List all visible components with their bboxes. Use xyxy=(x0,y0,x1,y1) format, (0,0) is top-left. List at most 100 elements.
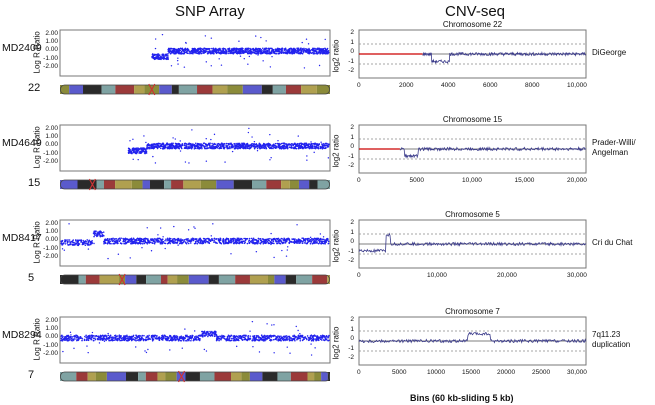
snp-point xyxy=(119,339,121,342)
snp-point xyxy=(274,239,277,241)
snp-point xyxy=(209,47,211,50)
snp-point xyxy=(113,339,116,341)
snp-point xyxy=(316,237,319,240)
snp-point xyxy=(85,339,88,342)
snp-point xyxy=(154,334,157,337)
snp-point xyxy=(192,47,195,50)
snp-point xyxy=(299,146,302,148)
snp-point xyxy=(318,240,321,243)
snp-point xyxy=(322,144,325,147)
snp-point xyxy=(304,239,306,241)
snp-point xyxy=(290,147,293,149)
snp-point xyxy=(171,146,174,149)
snp-point xyxy=(194,146,196,149)
snp-point xyxy=(242,146,245,148)
snp-point xyxy=(297,146,300,149)
cnv-x-tick: 5000 xyxy=(392,369,407,376)
cnv-y-tick: 2 xyxy=(350,316,354,323)
snp-outlier xyxy=(184,161,187,163)
snp-point xyxy=(322,48,325,50)
snp-point xyxy=(166,337,169,340)
ideogram-band xyxy=(125,275,137,284)
snp-point xyxy=(200,239,203,242)
snp-point xyxy=(326,239,329,241)
snp-point xyxy=(232,52,235,55)
snp-point xyxy=(170,339,172,342)
snp-point xyxy=(244,237,246,240)
snp-point xyxy=(244,239,247,242)
snp-point xyxy=(253,145,255,147)
snp-point xyxy=(262,142,265,145)
snp-point xyxy=(132,151,135,154)
snp-point xyxy=(151,147,154,150)
cnv-y-tick: -1 xyxy=(348,344,354,352)
snp-point xyxy=(174,339,176,342)
cnv-line-plot xyxy=(358,124,587,174)
snp-point xyxy=(244,48,247,51)
snp-point xyxy=(230,143,232,146)
snp-outlier xyxy=(205,160,208,162)
snp-point xyxy=(207,237,210,240)
snp-point xyxy=(226,145,229,147)
snp-y-tick: -1.00 xyxy=(43,341,58,349)
snp-point xyxy=(260,334,263,337)
snp-point xyxy=(245,147,247,150)
snp-point xyxy=(322,242,325,245)
snp-point xyxy=(309,242,312,245)
ideogram-band xyxy=(60,85,70,94)
snp-point xyxy=(250,52,253,55)
snp-point xyxy=(282,339,285,342)
snp-outlier xyxy=(212,223,214,225)
snp-point xyxy=(94,335,96,337)
snp-point xyxy=(252,48,255,51)
chromosome-number: 15 xyxy=(28,177,41,189)
snp-point xyxy=(316,240,318,243)
snp-point xyxy=(218,238,221,241)
snp-point xyxy=(304,242,307,244)
snp-point xyxy=(262,147,264,149)
snp-outlier xyxy=(154,162,157,164)
snp-point xyxy=(66,240,69,243)
snp-y-tick: -2.00 xyxy=(43,349,58,357)
snp-outlier xyxy=(63,249,66,251)
snp-point xyxy=(237,145,240,148)
snp-point xyxy=(172,47,175,50)
ideogram-band xyxy=(249,275,268,284)
snp-point xyxy=(258,144,261,146)
snp-outlier xyxy=(145,141,147,144)
snp-point xyxy=(194,48,197,50)
snp-point xyxy=(246,242,249,245)
snp-point xyxy=(271,242,274,245)
snp-point xyxy=(236,335,239,338)
ideogram-band xyxy=(78,275,86,284)
snp-point xyxy=(112,339,114,342)
snp-point xyxy=(155,238,158,240)
snp-point xyxy=(66,337,68,340)
snp-outlier xyxy=(255,35,257,37)
snp-point xyxy=(142,339,145,342)
snp-point xyxy=(132,334,135,337)
snp-point xyxy=(162,143,165,145)
snp-point xyxy=(301,52,304,55)
snp-point xyxy=(225,238,228,240)
snp-point xyxy=(321,240,324,243)
snp-outlier xyxy=(273,352,275,354)
snp-point xyxy=(215,333,218,336)
snp-point xyxy=(259,337,262,339)
snp-point xyxy=(262,336,265,339)
snp-point xyxy=(208,50,211,52)
snp-point xyxy=(287,48,290,51)
diagnosis-line: DiGeorge xyxy=(592,48,627,57)
snp-outlier xyxy=(239,55,242,57)
ideogram-band xyxy=(231,372,242,381)
ideogram-band xyxy=(171,85,179,94)
snp-point xyxy=(254,146,257,148)
snp-point xyxy=(173,147,176,150)
snp-point xyxy=(213,147,215,150)
snp-point xyxy=(98,336,101,339)
snp-point xyxy=(71,338,74,340)
snp-point xyxy=(92,334,95,337)
snp-point xyxy=(109,334,112,337)
snp-outlier xyxy=(314,347,316,349)
snp-point xyxy=(200,52,203,55)
